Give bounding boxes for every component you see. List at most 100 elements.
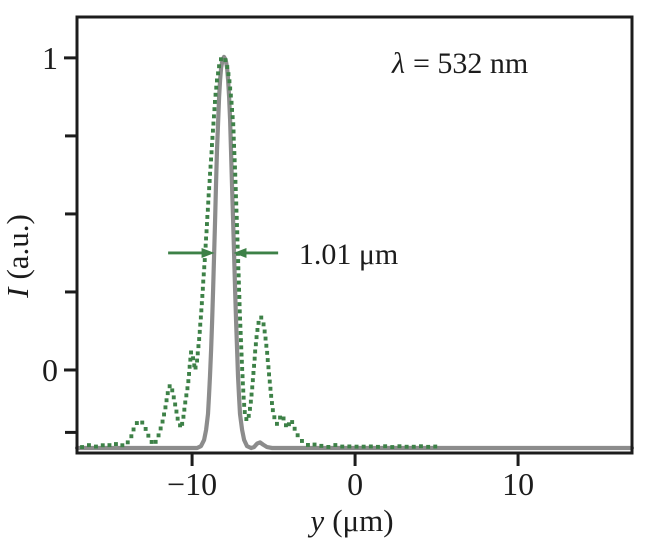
dot [235,244,240,249]
dot [248,399,253,404]
dot [256,320,261,325]
dot [204,236,208,241]
dot [94,444,98,449]
dot [236,259,241,263]
dot [238,316,242,321]
dot [192,363,197,368]
dot [219,57,223,62]
dot [226,72,231,77]
dot [239,352,244,357]
dot [231,136,236,141]
dot [143,427,148,431]
dot [265,358,270,362]
dot [114,442,118,446]
dot [250,385,255,390]
x-tick-label: 0 [347,466,363,502]
dot [236,273,241,278]
fwhm-label: 1.01 μm [299,238,398,271]
dot [232,158,237,163]
dot [125,440,130,445]
dot [187,364,192,369]
dot [237,295,242,299]
x-axis-title: y (μm) [307,503,393,538]
dot [426,444,431,449]
dot [206,193,211,198]
dot [134,421,139,425]
dot [251,371,256,375]
dot [149,440,154,444]
dot [217,64,221,69]
dot [212,114,216,119]
dot [209,157,213,162]
dot [129,434,134,439]
arrowhead-icon [233,247,247,258]
y-axis-unit: (a.u.) [0,214,35,279]
dot [206,200,211,205]
dot [259,315,264,320]
dot [170,388,175,393]
dot [270,408,275,413]
dot [281,416,286,421]
dot [235,230,240,235]
dot [187,372,191,376]
dot [263,336,268,341]
dot [244,417,249,421]
dot [230,115,235,120]
dot [361,444,366,449]
dotted-profile [80,57,438,449]
dot [240,367,245,371]
dot [212,107,217,112]
y-tick-label: 0 [42,352,58,388]
dot [197,329,202,334]
y-axis-ticks: 10 [42,40,77,434]
dot [171,395,176,400]
dot [255,328,260,332]
dot [232,151,237,155]
dot [156,433,161,438]
dot [312,442,317,447]
dot [182,407,187,412]
dot [237,309,242,314]
dot [228,93,233,98]
dot [196,344,201,349]
dot [248,406,252,411]
dot [238,331,243,335]
wavelength-text: = 532 nm [413,47,528,80]
y-tick-label: 1 [42,40,58,76]
dot [253,349,258,354]
dot [383,444,388,449]
dot [173,402,178,407]
dot [167,384,172,389]
y-axis-symbol: I [0,286,35,299]
dot [236,280,241,285]
dot [201,272,206,277]
dot [180,421,185,426]
dot [213,100,217,104]
dot [376,444,380,449]
dot [202,258,207,262]
dot [198,322,203,327]
dot [235,223,239,227]
dot [233,179,238,184]
dot [242,410,247,414]
dot [193,365,198,370]
dot [239,338,243,343]
fwhm-arrows [168,247,279,258]
dot [208,171,212,176]
dot [232,143,236,148]
dot [195,351,200,356]
dot [254,335,259,340]
dot [233,187,238,191]
dot [185,386,190,391]
dot [233,165,237,170]
dot [208,164,213,169]
dot [200,294,205,298]
dot [234,208,239,213]
dot [246,413,251,418]
dot [266,365,271,370]
dot [267,379,272,384]
dot [234,194,238,199]
dot [262,329,267,334]
dot [235,237,240,242]
dot [252,356,257,361]
